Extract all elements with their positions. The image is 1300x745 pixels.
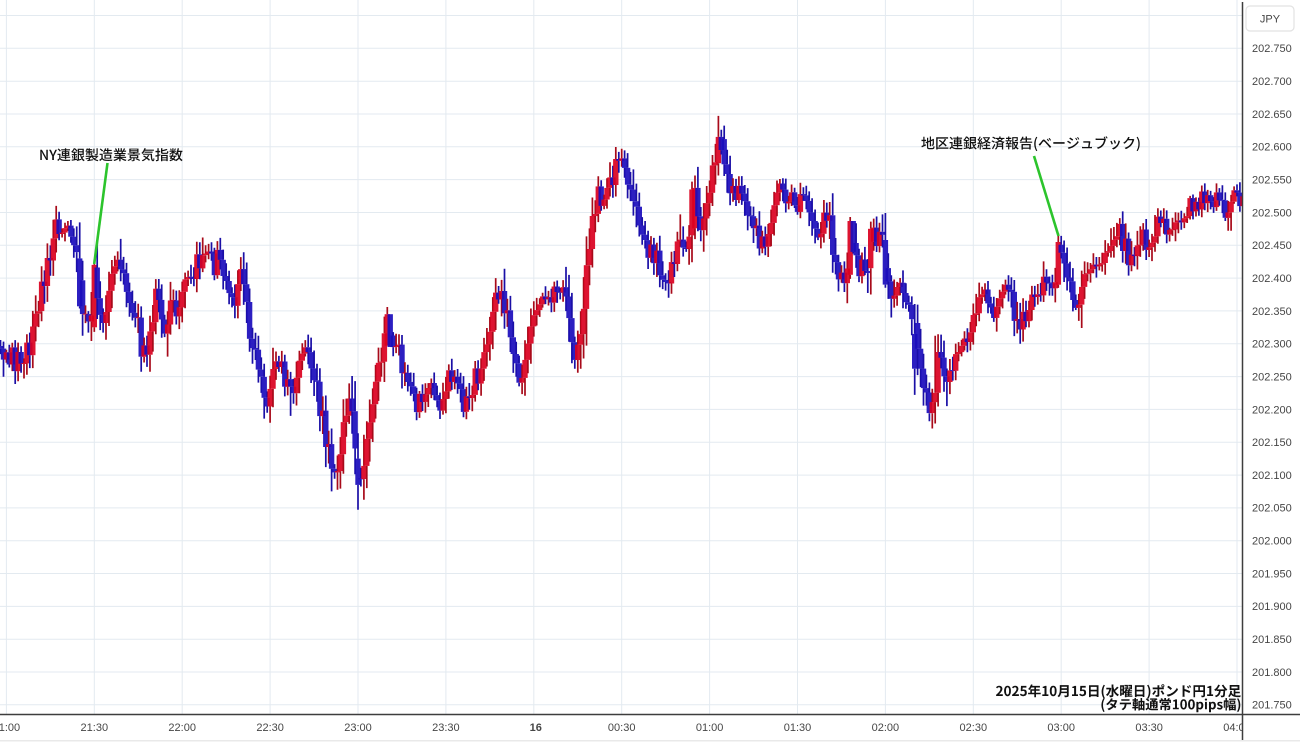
svg-text:21:30: 21:30 bbox=[81, 722, 109, 734]
svg-text:202.100: 202.100 bbox=[1252, 470, 1292, 482]
svg-text:21:00: 21:00 bbox=[0, 722, 20, 734]
svg-text:201.950: 201.950 bbox=[1252, 568, 1292, 580]
svg-text:201.750: 201.750 bbox=[1252, 700, 1292, 712]
svg-text:202.150: 202.150 bbox=[1252, 437, 1292, 449]
svg-text:202.250: 202.250 bbox=[1252, 371, 1292, 383]
svg-text:201.900: 201.900 bbox=[1252, 601, 1292, 613]
svg-text:202.650: 202.650 bbox=[1252, 109, 1292, 121]
svg-text:202.550: 202.550 bbox=[1252, 175, 1292, 187]
svg-text:202.400: 202.400 bbox=[1252, 273, 1292, 285]
svg-text:202.700: 202.700 bbox=[1252, 76, 1292, 88]
svg-text:202.000: 202.000 bbox=[1252, 536, 1292, 548]
svg-text:22:30: 22:30 bbox=[256, 722, 284, 734]
svg-text:22:00: 22:00 bbox=[168, 722, 196, 734]
svg-text:201.800: 201.800 bbox=[1252, 667, 1292, 679]
svg-text:202.350: 202.350 bbox=[1252, 306, 1292, 318]
svg-text:00:30: 00:30 bbox=[608, 722, 636, 734]
svg-text:202.500: 202.500 bbox=[1252, 207, 1292, 219]
svg-text:202.750: 202.750 bbox=[1252, 43, 1292, 55]
svg-text:16: 16 bbox=[530, 722, 542, 734]
svg-text:23:00: 23:00 bbox=[344, 722, 372, 734]
svg-text:202.300: 202.300 bbox=[1252, 339, 1292, 351]
svg-text:02:00: 02:00 bbox=[872, 722, 900, 734]
svg-text:202.050: 202.050 bbox=[1252, 503, 1292, 515]
svg-text:201.850: 201.850 bbox=[1252, 634, 1292, 646]
svg-text:202.600: 202.600 bbox=[1252, 142, 1292, 154]
svg-text:03:00: 03:00 bbox=[1047, 722, 1075, 734]
svg-text:JPY: JPY bbox=[1260, 14, 1281, 26]
svg-text:01:00: 01:00 bbox=[696, 722, 724, 734]
svg-text:03:30: 03:30 bbox=[1135, 722, 1163, 734]
svg-text:202.200: 202.200 bbox=[1252, 404, 1292, 416]
svg-text:01:30: 01:30 bbox=[784, 722, 812, 734]
svg-text:02:30: 02:30 bbox=[960, 722, 988, 734]
svg-text:202.450: 202.450 bbox=[1252, 240, 1292, 252]
svg-text:04:00: 04:00 bbox=[1223, 722, 1251, 734]
svg-text:23:30: 23:30 bbox=[432, 722, 460, 734]
